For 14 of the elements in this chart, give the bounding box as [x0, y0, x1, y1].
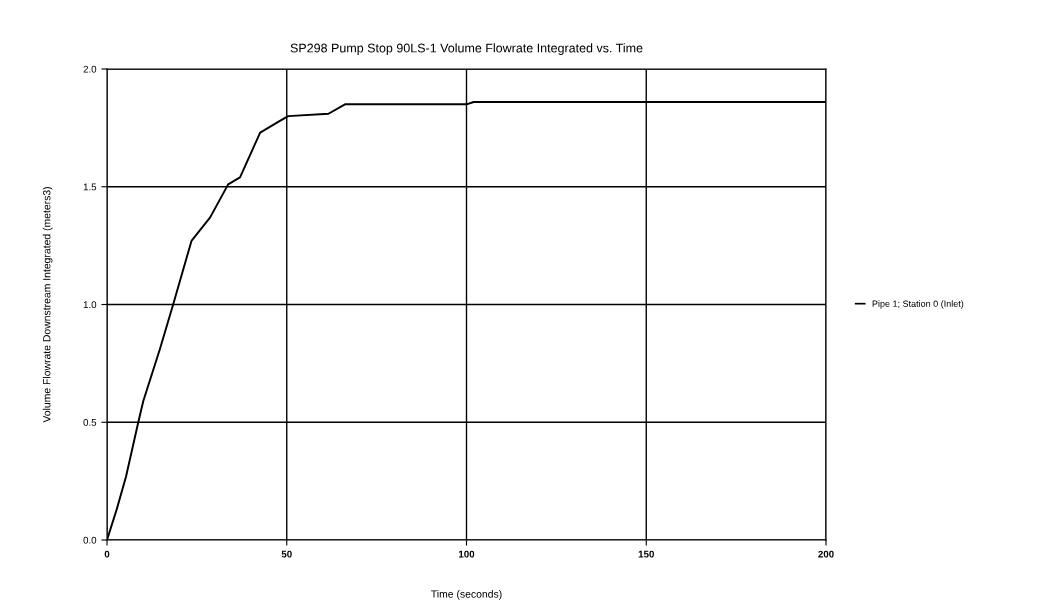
y-tick-label: 0.0: [83, 536, 97, 544]
y-tick-label: 1.5: [83, 183, 97, 191]
x-axis-title: Time (seconds): [431, 590, 502, 600]
legend-label: Pipe 1; Station 0 (Inlet): [872, 300, 964, 309]
x-tick-label: 150: [638, 550, 654, 558]
y-tick-label: 1.0: [83, 301, 97, 309]
chart-title: SP298 Pump Stop 90LS-1 Volume Flowrate Integrated vs. Time: [290, 43, 643, 55]
y-tick-label: 2.0: [83, 65, 97, 73]
x-tick-label: 0: [104, 550, 110, 558]
x-tick-label: 200: [818, 550, 834, 558]
x-tick-label: 100: [459, 550, 475, 558]
y-axis-title: Volume Flowrate Downstream Integrated (meters3): [42, 187, 53, 423]
y-tick-label: 0.5: [83, 418, 97, 426]
x-tick-label: 50: [281, 550, 292, 558]
